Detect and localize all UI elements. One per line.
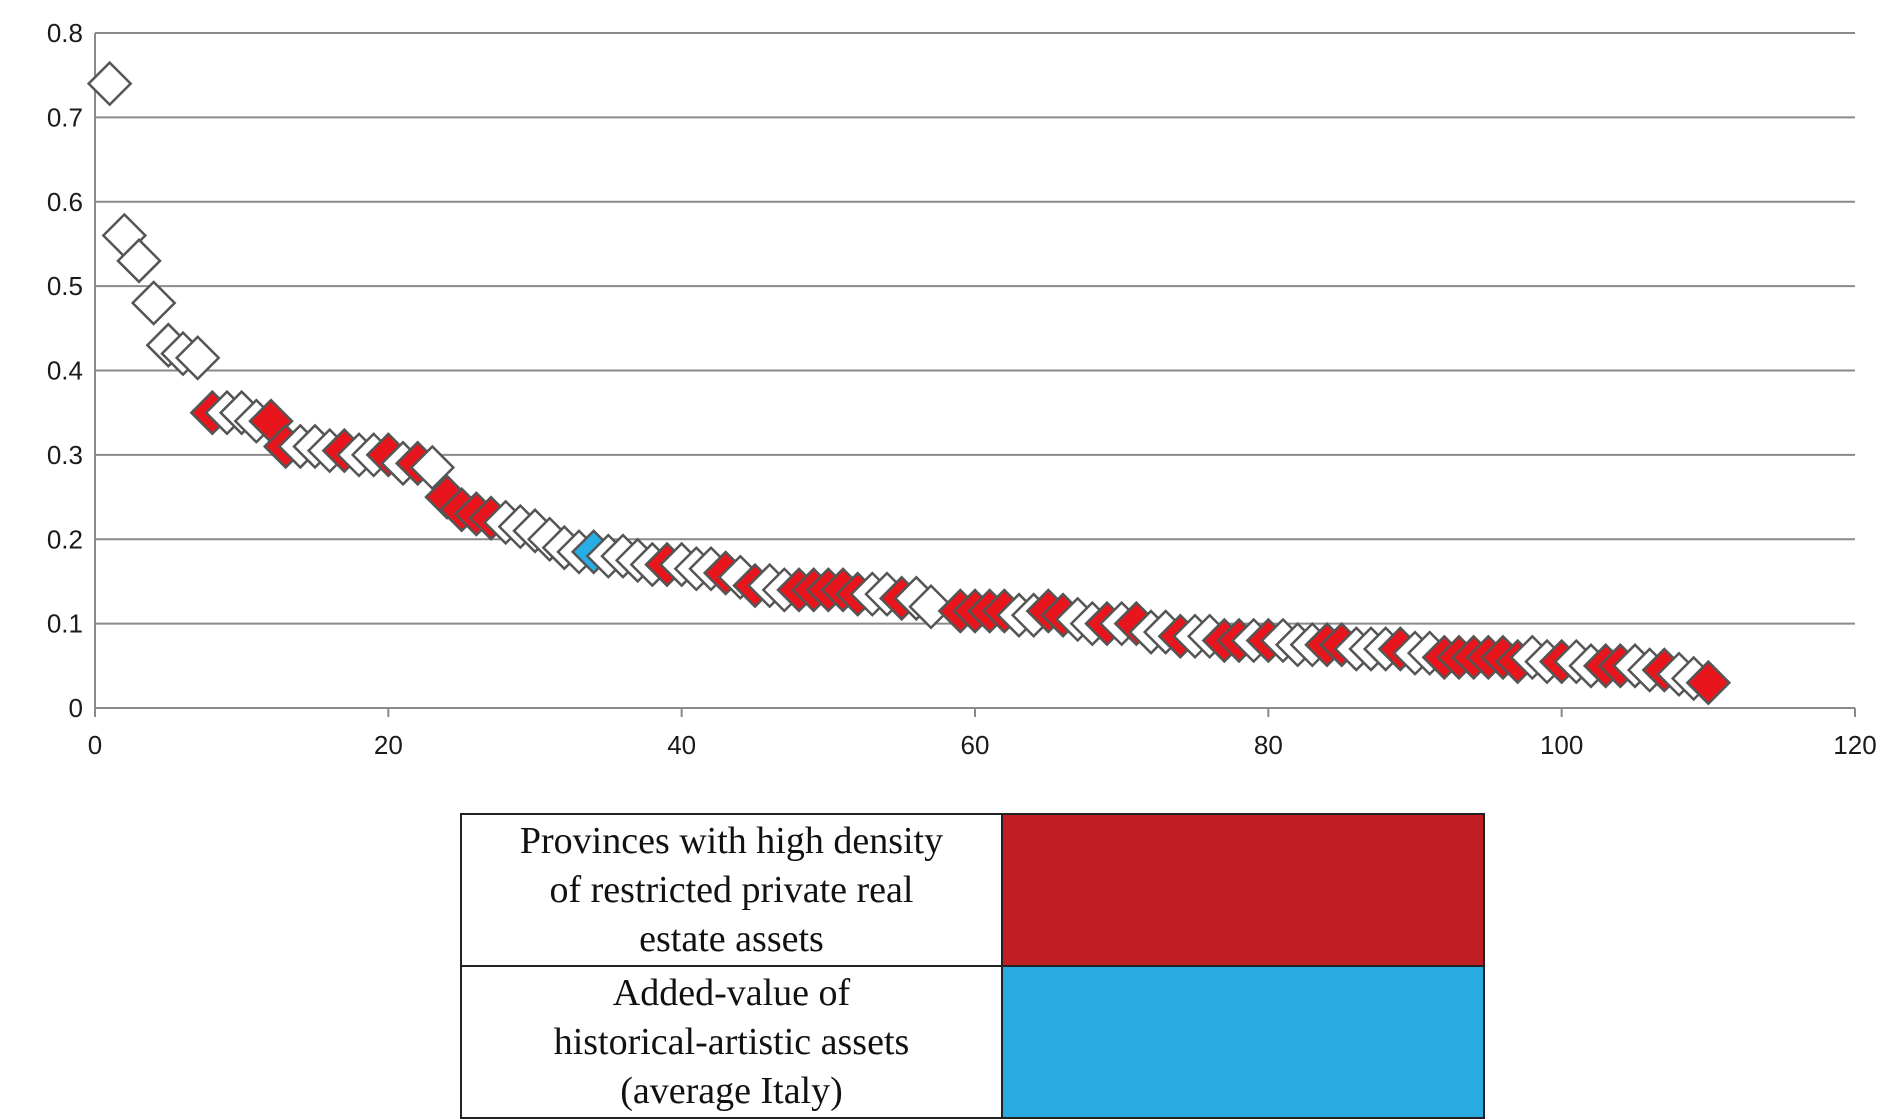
data-point-white xyxy=(174,335,221,381)
y-tick-label: 0.6 xyxy=(47,187,83,217)
markers xyxy=(86,60,1732,706)
legend-swatch-red xyxy=(1001,813,1485,967)
x-tick-label: 100 xyxy=(1540,730,1583,760)
y-tick-label: 0.2 xyxy=(47,524,83,554)
scatter-chart: 0 0.1 0.2 0.3 0.4 0.5 0.6 0.7 0.8 0 20 40 60 80 100 120 xyxy=(47,18,1877,760)
x-tick-label: 80 xyxy=(1254,730,1283,760)
legend-label-blue-text: Added-value of historical-artistic asset… xyxy=(553,971,910,1112)
x-tick-label: 120 xyxy=(1833,730,1876,760)
axes: 0 0.1 0.2 0.3 0.4 0.5 0.6 0.7 0.8 0 20 40 60 80 100 120 xyxy=(47,18,1877,760)
chart-svg: 0 0.1 0.2 0.3 0.4 0.5 0.6 0.7 0.8 0 20 40 60 80 100 120 xyxy=(47,18,1877,760)
data-point-white xyxy=(116,238,162,284)
legend-label-red: Provinces with high density of restricte… xyxy=(460,813,1003,967)
y-tick-label: 0.7 xyxy=(47,102,83,132)
y-tick-label: 0.4 xyxy=(47,356,83,386)
data-point-white xyxy=(409,444,456,491)
y-tick-label: 0.1 xyxy=(47,609,83,639)
data-point-white xyxy=(130,280,177,326)
y-tick-label: 0.8 xyxy=(47,18,83,48)
y-tick-label: 0 xyxy=(69,693,83,723)
legend-row-red: Provinces with high density of restricte… xyxy=(460,813,1485,967)
data-point-white xyxy=(908,583,954,630)
data-point-white xyxy=(86,60,133,107)
y-tick-label: 0.5 xyxy=(47,271,83,301)
x-tick-label: 40 xyxy=(667,730,696,760)
x-tick-label: 60 xyxy=(961,730,990,760)
legend-label-red-text: Provinces with high density of restricte… xyxy=(519,819,944,960)
legend: Provinces with high density of restricte… xyxy=(460,813,1485,1119)
legend-label-blue: Added-value of historical-artistic asset… xyxy=(460,965,1003,1119)
y-tick-label: 0.3 xyxy=(47,440,83,470)
gridlines xyxy=(95,32,1855,625)
data-point-red xyxy=(1685,659,1732,706)
x-tick-label: 0 xyxy=(88,730,102,760)
x-tick-label: 20 xyxy=(374,730,403,760)
legend-row-blue: Added-value of historical-artistic asset… xyxy=(460,965,1485,1119)
legend-swatch-blue xyxy=(1001,965,1485,1119)
